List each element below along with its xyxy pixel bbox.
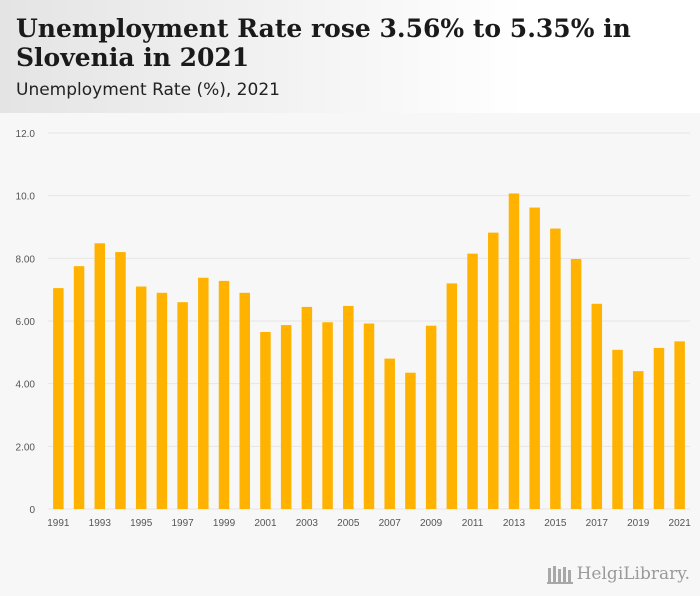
bar-2000 bbox=[239, 292, 250, 509]
x-tick-label: 2003 bbox=[296, 518, 319, 529]
bar-1992 bbox=[73, 266, 85, 509]
bar-2021 bbox=[674, 341, 685, 509]
bar-2013 bbox=[508, 193, 520, 509]
bar-2011 bbox=[467, 253, 478, 509]
x-tick-label: 2007 bbox=[379, 518, 402, 529]
bar-1999 bbox=[218, 280, 230, 509]
page-title: Unemployment Rate rose 3.56% to 5.35% in… bbox=[16, 14, 631, 72]
y-tick-label: 8.00 bbox=[16, 254, 36, 265]
x-tick-label: 2013 bbox=[503, 518, 526, 529]
y-tick-label: 6.00 bbox=[16, 317, 36, 328]
bar-2012 bbox=[488, 232, 499, 509]
x-tick-label: 1997 bbox=[171, 518, 194, 529]
y-tick-label: 2.00 bbox=[16, 442, 36, 453]
x-tick-label: 2021 bbox=[669, 518, 692, 529]
bar-1995 bbox=[135, 286, 147, 509]
bar-2019 bbox=[632, 371, 644, 509]
y-axis-ticks: 0 2.00 4.00 6.00 8.00 10.0 12.0 bbox=[16, 129, 36, 516]
bars bbox=[53, 193, 685, 510]
x-tick-label: 1991 bbox=[47, 518, 70, 529]
bar-2010 bbox=[446, 283, 458, 509]
bar-2015 bbox=[550, 228, 561, 510]
bar-2009 bbox=[425, 325, 437, 509]
bar-2002 bbox=[280, 325, 292, 509]
bar-2016 bbox=[570, 258, 582, 509]
x-tick-label: 1999 bbox=[213, 518, 236, 529]
bar-2003 bbox=[301, 306, 313, 509]
x-tick-label: 2009 bbox=[420, 518, 443, 529]
x-tick-label: 1993 bbox=[89, 518, 112, 529]
y-tick-label: 0 bbox=[29, 505, 35, 516]
bar-1997 bbox=[177, 302, 188, 509]
x-tick-label: 2015 bbox=[544, 518, 567, 529]
x-tick-label: 2005 bbox=[337, 518, 360, 529]
bar-2006 bbox=[363, 323, 375, 509]
bar-2008 bbox=[405, 372, 416, 509]
logo-text: HelgiLibrary. bbox=[576, 564, 690, 584]
bar-1991 bbox=[53, 288, 64, 509]
y-tick-label: 10.0 bbox=[16, 192, 36, 203]
x-tick-label: 2019 bbox=[627, 518, 650, 529]
x-tick-label: 2011 bbox=[462, 518, 484, 529]
chart-subtitle: Unemployment Rate (%), 2021 bbox=[16, 80, 280, 100]
bar-1994 bbox=[115, 252, 126, 510]
bar-2001 bbox=[260, 331, 271, 509]
bar-2014 bbox=[529, 207, 540, 509]
bar-2004 bbox=[322, 322, 333, 509]
bar-1996 bbox=[156, 292, 168, 509]
y-tick-label: 12.0 bbox=[16, 129, 36, 140]
bar-2005 bbox=[343, 305, 354, 509]
header-panel: Unemployment Rate rose 3.56% to 5.35% in… bbox=[0, 0, 700, 113]
x-tick-label: 2017 bbox=[586, 518, 609, 529]
x-axis-ticks: 1991 1993 1995 1997 1999 2001 2003 2005 2007 2009… bbox=[47, 518, 691, 529]
bar-1998 bbox=[198, 277, 209, 509]
bar-2020 bbox=[653, 347, 665, 509]
bar-2007 bbox=[384, 358, 395, 509]
bar-1993 bbox=[94, 243, 106, 509]
x-tick-label: 2001 bbox=[254, 518, 277, 529]
bar-2018 bbox=[612, 349, 623, 509]
bar-2017 bbox=[591, 303, 603, 509]
helgi-library-logo: HelgiLibrary. bbox=[546, 564, 690, 584]
x-tick-label: 1995 bbox=[130, 518, 153, 529]
library-building-icon bbox=[546, 566, 573, 584]
y-tick-label: 4.00 bbox=[16, 380, 36, 391]
